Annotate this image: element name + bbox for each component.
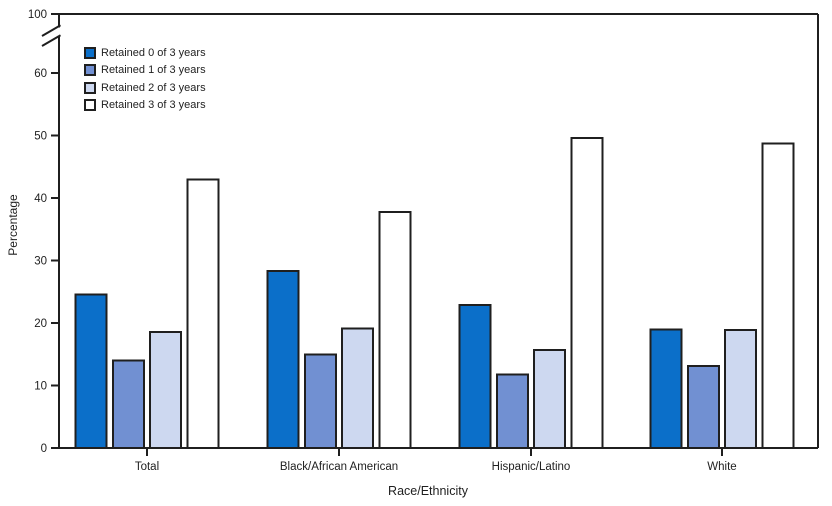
- x-category-label-white: White: [707, 461, 736, 473]
- axis-break-slash: [41, 34, 62, 47]
- x-category-label-hispanic-latino: Hispanic/Latino: [492, 461, 571, 473]
- bar-retained-3-of-3-years-total: [186, 178, 220, 450]
- legend: Retained 0 of 3 years Retained 1 of 3 ye…: [84, 44, 206, 114]
- bar-retained-3-of-3-years-white: [761, 142, 795, 449]
- x-category-label-total: Total: [135, 461, 159, 473]
- bar-retained-3-of-3-years-hispanic-latino: [570, 137, 604, 449]
- legend-label-retained-2: Retained 2 of 3 years: [101, 81, 206, 94]
- y-tick-label: 0: [41, 443, 47, 455]
- legend-item-retained-3: Retained 3 of 3 years: [84, 97, 206, 115]
- axis-break-slash: [41, 24, 62, 37]
- legend-swatch-retained-1-icon: [84, 64, 96, 77]
- y-tick-label: 60: [34, 68, 47, 80]
- bar-retained-2-of-3-years-total: [149, 330, 183, 450]
- legend-label-retained-1: Retained 1 of 3 years: [101, 64, 206, 77]
- y-tick-label: 20: [34, 318, 47, 330]
- bar-retained-0-of-3-years-hispanic-latino: [458, 303, 492, 449]
- y-tick-label-break-top: 100: [28, 9, 47, 21]
- bar-retained-2-of-3-years-white: [724, 328, 758, 449]
- legend-swatch-retained-3-icon: [84, 99, 96, 112]
- y-tick-label: 30: [34, 256, 47, 268]
- legend-swatch-retained-2-icon: [84, 81, 96, 94]
- bar-retained-1-of-3-years-black-african-american: [303, 353, 337, 450]
- legend-item-retained-1: Retained 1 of 3 years: [84, 62, 206, 80]
- bar-retained-1-of-3-years-total: [111, 359, 145, 449]
- bar-retained-3-of-3-years-black-african-american: [378, 210, 412, 449]
- legend-label-retained-3: Retained 3 of 3 years: [101, 99, 206, 112]
- bar-retained-1-of-3-years-white: [686, 365, 720, 450]
- y-axis-title: Percentage: [6, 194, 20, 256]
- x-category-label-black-african-american: Black/African American: [280, 461, 398, 473]
- legend-item-retained-0: Retained 0 of 3 years: [84, 44, 206, 62]
- bar-retained-2-of-3-years-black-african-american: [341, 327, 375, 450]
- bar-retained-0-of-3-years-white: [649, 328, 683, 450]
- y-tick-label: 10: [34, 381, 47, 393]
- y-tick-label: 40: [34, 193, 47, 205]
- legend-swatch-retained-0-icon: [84, 46, 96, 59]
- bar-retained-0-of-3-years-black-african-american: [266, 270, 300, 449]
- x-axis-title: Race/Ethnicity: [388, 484, 468, 498]
- bar-retained-0-of-3-years-total: [74, 293, 108, 450]
- legend-label-retained-0: Retained 0 of 3 years: [101, 46, 206, 59]
- bar-retained-2-of-3-years-hispanic-latino: [533, 348, 567, 449]
- bar-retained-1-of-3-years-hispanic-latino: [495, 373, 529, 450]
- y-tick-label: 50: [34, 131, 47, 143]
- legend-item-retained-2: Retained 2 of 3 years: [84, 79, 206, 97]
